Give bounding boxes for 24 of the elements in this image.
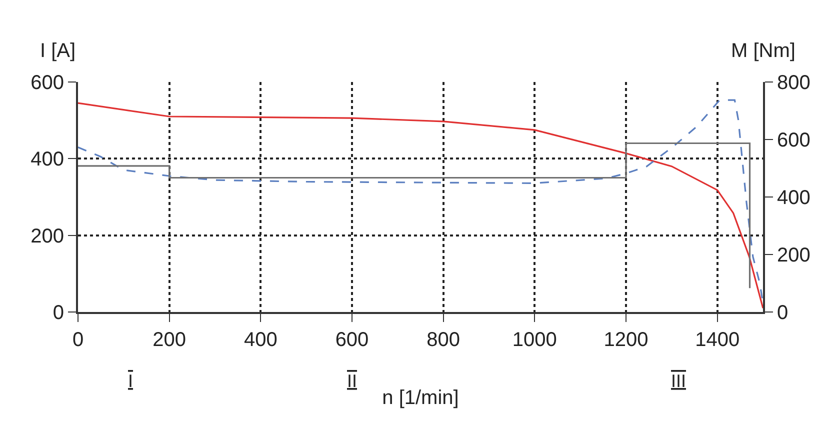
y2-tick-label: 400 bbox=[777, 187, 810, 209]
text: III bbox=[671, 371, 686, 391]
x-tick-label: 200 bbox=[152, 329, 186, 351]
y2-tick-label: 600 bbox=[777, 130, 810, 152]
line-series bbox=[78, 142, 751, 289]
text: I bbox=[128, 371, 134, 391]
x-axis-title: n [1/min] bbox=[382, 387, 459, 409]
x-tick-label: 400 bbox=[244, 329, 278, 351]
x-tick-label: 600 bbox=[335, 329, 369, 351]
x-tick-label: 0 bbox=[72, 329, 84, 351]
text: II bbox=[347, 371, 358, 391]
y-tick-label: 0 bbox=[52, 302, 64, 324]
y-tick-label: 400 bbox=[30, 148, 64, 171]
y2-tick-label: 200 bbox=[777, 244, 810, 266]
y-tick-label: 200 bbox=[30, 225, 64, 248]
x-tick-label: 1400 bbox=[695, 329, 740, 351]
y2-tick-label: 800 bbox=[777, 72, 810, 94]
y2-tick-label: 0 bbox=[777, 302, 788, 324]
x-tick-label: 800 bbox=[426, 329, 460, 351]
y2-axis-title: M [Nm] bbox=[731, 40, 796, 62]
x-tick-label: 1000 bbox=[512, 329, 557, 351]
y-axis-title: I [A] bbox=[40, 40, 76, 62]
y-tick-label: 600 bbox=[30, 72, 64, 94]
x-tick-label: 1200 bbox=[604, 329, 648, 351]
